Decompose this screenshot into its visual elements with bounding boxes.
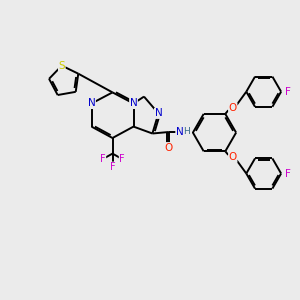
Text: N: N bbox=[154, 108, 162, 118]
Text: F: F bbox=[285, 87, 291, 97]
Text: O: O bbox=[229, 152, 237, 162]
Text: N: N bbox=[88, 98, 95, 109]
Text: S: S bbox=[58, 61, 65, 70]
Text: F: F bbox=[119, 154, 125, 164]
Text: N: N bbox=[176, 127, 184, 137]
Text: N: N bbox=[130, 98, 137, 109]
Text: H: H bbox=[183, 128, 190, 136]
Text: O: O bbox=[165, 142, 173, 153]
Text: F: F bbox=[285, 169, 291, 178]
Text: F: F bbox=[100, 154, 106, 164]
Text: O: O bbox=[229, 103, 237, 113]
Text: F: F bbox=[110, 162, 115, 172]
